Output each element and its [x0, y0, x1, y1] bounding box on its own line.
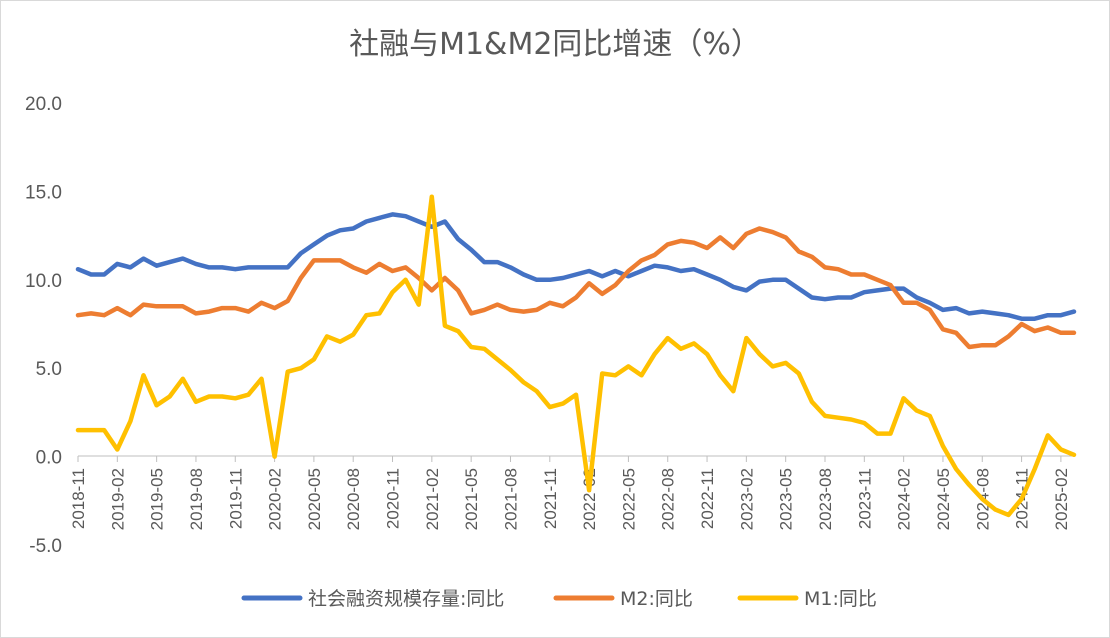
y-tick-label: 15.0 [25, 182, 62, 203]
series-line-3 [75, 194, 1077, 518]
x-tick-label: 2019-05 [148, 468, 167, 530]
y-tick-label: 0.0 [36, 448, 62, 469]
x-tick-label: 2021-05 [462, 468, 481, 530]
legend-label: M1:同比 [804, 588, 877, 610]
x-tick-label: 2024-05 [934, 468, 953, 530]
x-tick-label: 2021-08 [501, 468, 520, 530]
x-tick-label: 2023-05 [777, 468, 796, 530]
legend: 社会融资规模存量:同比 M2:同比 M1:同比 [241, 588, 877, 610]
legend-label: 社会融资规模存量:同比 [308, 588, 504, 610]
y-tick-label: 20.0 [25, 94, 62, 115]
x-tick-label: 2022-08 [659, 468, 678, 530]
x-tick-label: 2023-02 [737, 468, 756, 530]
x-tick-label: 2025-02 [1052, 468, 1071, 530]
series-line-1 [75, 212, 1077, 321]
x-tick-label: 2021-11 [541, 468, 560, 529]
series-line-2 [75, 226, 1077, 350]
x-tick-label: 2020-11 [384, 468, 403, 529]
x-tick-label: 2019-02 [108, 468, 127, 530]
x-tick-label: 2022-02 [580, 468, 599, 530]
x-tick-label: 2024-02 [895, 468, 914, 530]
x-tick-label: 2020-05 [305, 468, 324, 530]
x-tick-label: 2020-02 [266, 468, 285, 530]
y-tick-label: -5.0 [29, 536, 62, 557]
y-tick-label: 10.0 [25, 271, 62, 292]
x-tick-label: 2023-08 [816, 468, 835, 530]
series-lines [75, 194, 1077, 518]
y-tick-label: 5.0 [36, 359, 62, 380]
x-tick-label: 2023-11 [855, 468, 874, 529]
x-tick-label: 2019-11 [226, 468, 245, 529]
y-axis-ticks: 20.0 15.0 10.0 5.0 0.0 -5.0 [25, 94, 62, 557]
x-tick-label: 2019-08 [187, 468, 206, 530]
x-axis-ticks: 2018-11 2019-02 2019-05 2019-08 2019-11 2020-… [69, 456, 1071, 530]
legend-label: M2:同比 [620, 588, 693, 610]
chart-title: 社融与M1&M2同比增速（%） [349, 27, 761, 62]
x-tick-label: 2021-02 [423, 468, 442, 530]
x-tick-label: 2018-11 [69, 468, 88, 529]
x-tick-label: 2022-11 [698, 468, 717, 529]
x-tick-label: 2020-08 [344, 468, 363, 530]
x-tick-label: 2022-05 [619, 468, 638, 530]
